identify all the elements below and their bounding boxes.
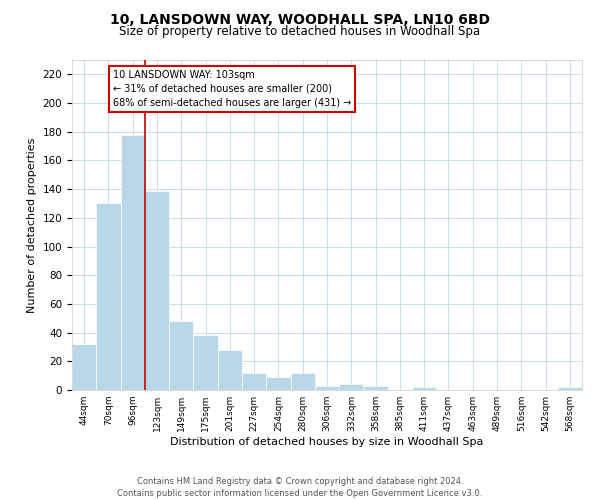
- Y-axis label: Number of detached properties: Number of detached properties: [27, 138, 37, 312]
- Text: 10 LANSDOWN WAY: 103sqm
← 31% of detached houses are smaller (200)
68% of semi-d: 10 LANSDOWN WAY: 103sqm ← 31% of detache…: [113, 70, 351, 108]
- Bar: [145, 190, 169, 390]
- Bar: [193, 336, 218, 390]
- Bar: [290, 373, 315, 390]
- Bar: [558, 387, 582, 390]
- Bar: [315, 386, 339, 390]
- Bar: [339, 384, 364, 390]
- Bar: [96, 204, 121, 390]
- Text: 10, LANSDOWN WAY, WOODHALL SPA, LN10 6BD: 10, LANSDOWN WAY, WOODHALL SPA, LN10 6BD: [110, 12, 490, 26]
- Bar: [218, 350, 242, 390]
- Bar: [242, 373, 266, 390]
- Bar: [169, 321, 193, 390]
- Bar: [121, 134, 145, 390]
- X-axis label: Distribution of detached houses by size in Woodhall Spa: Distribution of detached houses by size …: [170, 437, 484, 447]
- Bar: [364, 386, 388, 390]
- Bar: [266, 377, 290, 390]
- Bar: [412, 387, 436, 390]
- Text: Contains HM Land Registry data © Crown copyright and database right 2024.
Contai: Contains HM Land Registry data © Crown c…: [118, 476, 482, 498]
- Bar: [72, 344, 96, 390]
- Text: Size of property relative to detached houses in Woodhall Spa: Size of property relative to detached ho…: [119, 25, 481, 38]
